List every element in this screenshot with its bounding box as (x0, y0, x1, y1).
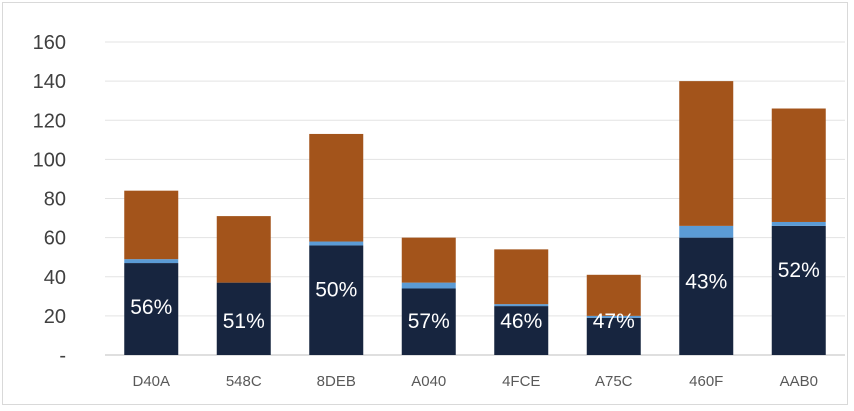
data-label: 46% (500, 310, 542, 333)
bar-segment-s3 (494, 249, 549, 305)
x-tick-label: D40A (132, 373, 170, 390)
bar-segment-s2 (124, 259, 179, 264)
bar-segment-s2 (771, 221, 826, 226)
bar-segment-s2 (679, 225, 734, 238)
y-tick-label: 140 (33, 71, 66, 93)
y-axis: - 20 40 60 80 100 120 140 160 (33, 32, 66, 367)
bar-segment-s1 (216, 282, 271, 355)
x-tick-label: 460F (689, 373, 723, 390)
bar-segment-s1 (401, 288, 456, 355)
data-label: 57% (408, 310, 450, 333)
data-labels: 56% 51% 50% 57% 46% 47% 43% 52% (130, 259, 820, 333)
x-tick-label: AAB0 (780, 373, 818, 390)
y-tick-label: 60 (44, 228, 66, 250)
data-label: 47% (593, 310, 635, 333)
y-tick-label: 160 (33, 32, 66, 54)
bar-segment-s3 (771, 108, 826, 222)
bars (124, 81, 826, 355)
data-label: 50% (315, 278, 357, 301)
bar-segment-s1 (771, 225, 826, 355)
bar-segment-s3 (401, 237, 456, 283)
data-label: 52% (778, 259, 820, 282)
bar-segment-s3 (216, 216, 271, 283)
bar-segment-s1 (586, 317, 641, 355)
x-tick-label: A040 (411, 373, 446, 390)
x-tick-label: 8DEB (317, 373, 356, 390)
data-label: 43% (685, 271, 727, 294)
bar-segment-s2 (401, 282, 456, 289)
bar-segment-s1 (679, 237, 734, 355)
bar-segment-s2 (494, 304, 549, 307)
bar-segment-s3 (679, 81, 734, 226)
y-tick-label: 40 (44, 267, 66, 289)
y-tick-label: 20 (44, 306, 66, 328)
bar-segment-s2 (586, 315, 641, 318)
bar-segment-s3 (586, 274, 641, 316)
data-label: 56% (130, 296, 172, 319)
bar-segment-s1 (309, 245, 364, 355)
y-tick-label: - (59, 345, 66, 367)
y-tick-label: 80 (44, 189, 66, 211)
x-axis: D40A 548C 8DEB A040 4FCE A75C 460F AAB0 (132, 373, 817, 390)
bar-segment-s1 (124, 263, 179, 355)
x-tick-label: 548C (226, 373, 262, 390)
bar-segment-s3 (124, 190, 179, 260)
x-tick-label: A75C (595, 373, 633, 390)
bar-segment-s1 (494, 306, 549, 355)
data-label: 51% (223, 310, 265, 333)
y-tick-label: 120 (33, 110, 66, 132)
y-tick-label: 100 (33, 149, 66, 171)
gridlines (105, 41, 845, 356)
bar-segment-s3 (309, 133, 364, 242)
x-tick-label: 4FCE (502, 373, 540, 390)
bar-segment-s2 (309, 241, 364, 246)
